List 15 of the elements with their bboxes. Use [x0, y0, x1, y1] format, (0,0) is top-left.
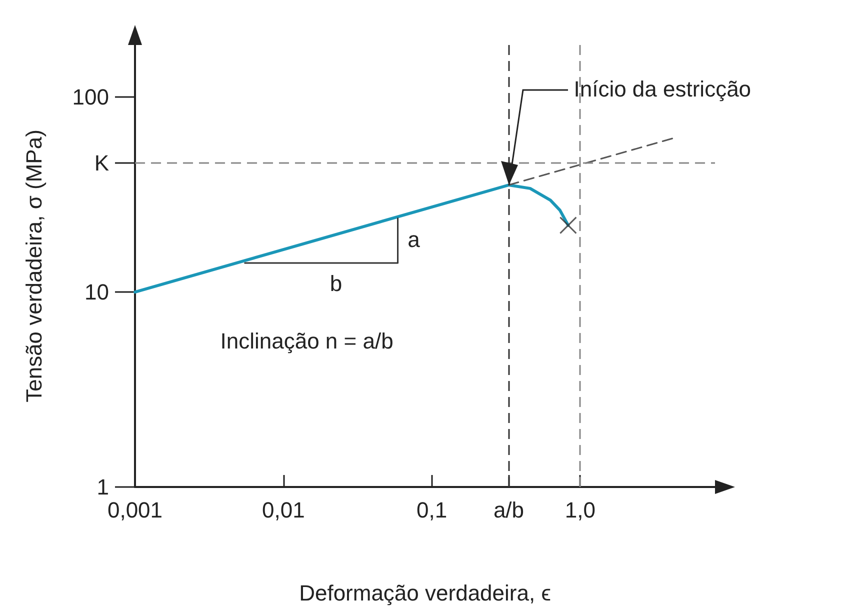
annotation: Início da estricção — [574, 76, 752, 102]
y-tick-label: 1 — [96, 474, 109, 500]
annotation: Inclinação n = a/b — [220, 328, 394, 354]
x-tick-label: 0,001 — [107, 498, 163, 522]
y-tick-label: 100 — [72, 84, 109, 110]
y-axis-title: Tensão verdadeira, σ (MPa) — [22, 130, 46, 402]
x-tick-label: 0,01 — [262, 498, 305, 522]
annotation: a — [408, 226, 421, 252]
y-tick-label: K — [94, 150, 110, 176]
x-tick-label: 1,0 — [564, 498, 596, 522]
x-axis-title: Deformação verdadeira, ϵ — [299, 580, 551, 606]
annotation: b — [330, 271, 342, 296]
x-tick-label: 0,1 — [416, 498, 448, 522]
y-tick-label: 10 — [84, 280, 109, 305]
x-tick-label: a/b — [493, 498, 524, 522]
